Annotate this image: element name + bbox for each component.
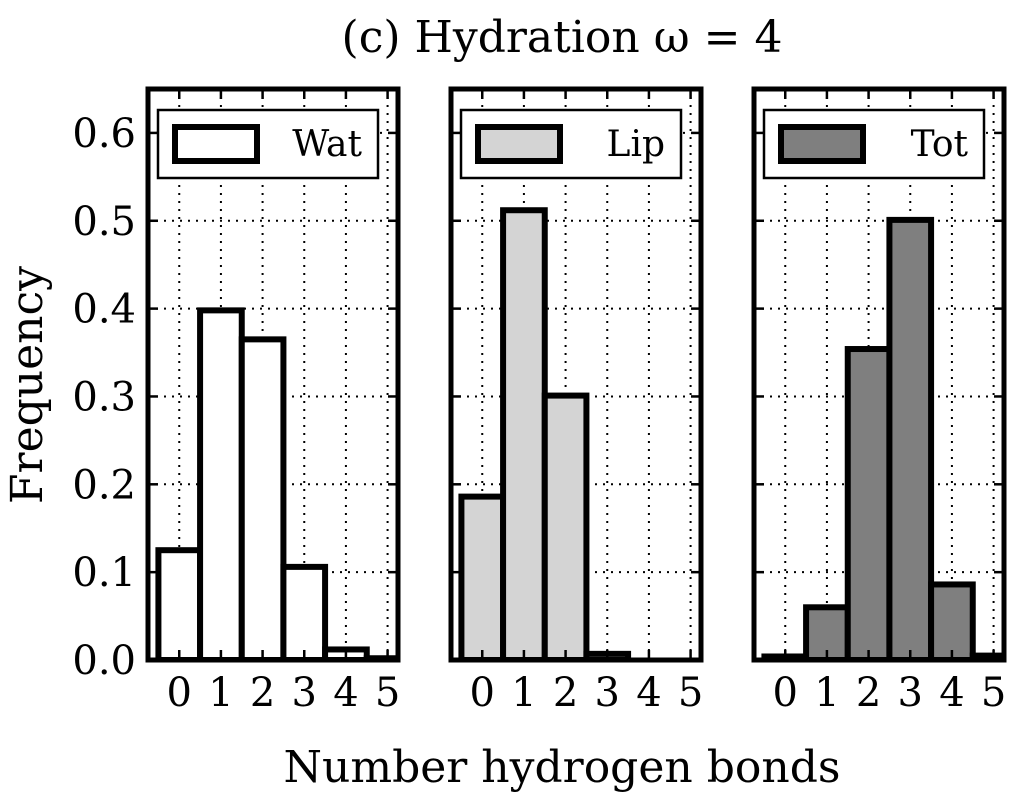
- x-tick-label: 0: [470, 670, 495, 716]
- legend-label: Wat: [292, 124, 362, 165]
- y-tick-label: 0.3: [72, 374, 136, 420]
- y-axis-label: Frequency: [2, 266, 53, 504]
- panel-tot: Tot 0 1 2 3 4 5: [751, 86, 1007, 716]
- bar-wat-0: [155, 547, 204, 660]
- legend: Lip: [459, 108, 683, 180]
- legend-label: Lip: [607, 124, 665, 165]
- x-tick-label: 3: [898, 670, 923, 716]
- x-tick-label: 3: [595, 670, 620, 716]
- bar-wat-2: [238, 336, 287, 660]
- y-tick-label: 0.0: [72, 638, 136, 684]
- x-tick-label: 0: [773, 670, 798, 716]
- y-tick-label: 0.1: [72, 550, 136, 596]
- panel-frame: [448, 86, 704, 663]
- x-tick-label: 4: [939, 670, 964, 716]
- bar-tot-4: [928, 581, 976, 660]
- bar-lip-2: [541, 392, 590, 660]
- y-tick-label: 0.4: [72, 287, 136, 333]
- x-tick-label: 4: [333, 670, 358, 716]
- x-axis-label: Number hydrogen bonds: [284, 742, 841, 793]
- legend-swatch: [172, 124, 260, 164]
- x-tick-label: 1: [511, 670, 536, 716]
- panel-frame: [751, 86, 1007, 663]
- x-tick-label: 2: [553, 670, 578, 716]
- bar-tot-3: [886, 216, 935, 660]
- bars: [761, 216, 1004, 660]
- legend: Tot: [762, 108, 986, 180]
- legend-swatch: [475, 124, 563, 164]
- bar-lip-0: [458, 493, 507, 660]
- bars: [155, 307, 398, 660]
- x-tick-label: 4: [636, 670, 661, 716]
- chart-title: (c) Hydration ω = 4: [342, 12, 783, 63]
- y-tick-label: 0.6: [72, 111, 136, 157]
- bar-wat-3: [280, 563, 329, 660]
- legend: Wat: [156, 108, 380, 180]
- bars: [458, 207, 632, 660]
- x-tick-label: 5: [678, 670, 703, 716]
- panel-frame: [145, 86, 401, 663]
- y-tick-label: 0.5: [72, 199, 136, 245]
- bar-tot-2: [844, 346, 893, 660]
- legend-swatch: [778, 124, 866, 164]
- x-tick-label: 5: [375, 670, 400, 716]
- x-tick-label: 3: [292, 670, 317, 716]
- panel-wat: Wat 0 1 2 3 4 5 0.0 0.1 0.2 0.3 0.4 0.5 0.6: [72, 86, 401, 716]
- x-tick-label: 0: [167, 670, 192, 716]
- x-tick-label: 5: [981, 670, 1006, 716]
- x-tick-label: 2: [250, 670, 275, 716]
- panel-lip: Lip 0 1 2 3 4 5: [448, 86, 704, 716]
- x-tick-label: 2: [856, 670, 881, 716]
- y-tick-label: 0.2: [72, 462, 136, 508]
- bar-wat-1: [197, 307, 245, 660]
- x-tick-label: 1: [814, 670, 839, 716]
- x-tick-label: 1: [208, 670, 233, 716]
- bar-lip-1: [500, 207, 548, 660]
- legend-label: Tot: [911, 124, 969, 165]
